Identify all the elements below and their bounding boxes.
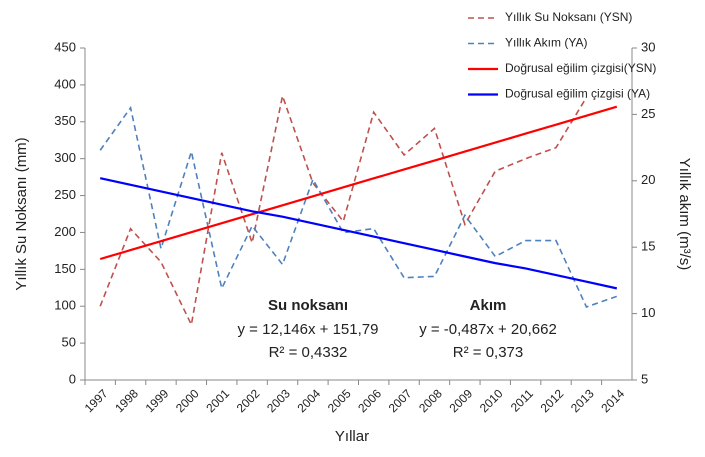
x-tick-label: 2004 [294, 386, 323, 415]
y2-tick-label: 20 [641, 172, 655, 187]
y-tick-label: 250 [54, 187, 76, 202]
y2-tick-label: 15 [641, 239, 655, 254]
annotation: y = 12,146x + 151,79 [238, 321, 379, 338]
y2-tick-label: 25 [641, 106, 655, 121]
legend-label: Yıllık Su Noksanı (YSN) [505, 10, 632, 24]
x-tick-label: 2011 [508, 386, 536, 414]
x-tick-label: 1998 [112, 386, 141, 415]
y-tick-label: 300 [54, 150, 76, 165]
y-tick-label: 150 [54, 261, 76, 276]
x-tick-label: 1997 [82, 386, 111, 415]
y2-tick-label: 10 [641, 305, 655, 320]
y-tick-label: 200 [54, 224, 76, 239]
legend-label: Yıllık Akım (YA) [505, 36, 587, 50]
x-tick-label: 2001 [203, 386, 232, 415]
y-tick-label: 400 [54, 76, 76, 91]
y2-axis-title: Yıllık akım (m³/s) [676, 158, 693, 271]
annotation: y = -0,487x + 20,662 [419, 321, 557, 338]
y-tick-label: 0 [69, 371, 76, 386]
series-line [99, 177, 618, 290]
x-tick-label: 1999 [143, 386, 172, 415]
y-tick-label: 50 [62, 335, 76, 350]
series-line [99, 105, 618, 308]
y2-tick-label: 5 [641, 371, 648, 386]
y-tick-label: 450 [54, 39, 76, 54]
x-tick-label: 2003 [264, 386, 293, 415]
legend-label: Doğrusal eğilim çizgisi(YSN) [505, 61, 656, 75]
y-axis-title: Yıllık Su Noksanı (mm) [13, 137, 30, 290]
y-tick-label: 100 [54, 298, 76, 313]
x-tick-label: 2014 [598, 386, 627, 415]
x-tick-label: 2013 [568, 386, 597, 415]
y2-tick-label: 30 [641, 39, 655, 54]
x-tick-label: 2012 [538, 386, 567, 415]
annotation: Su noksanı [268, 297, 348, 314]
x-tick-label: 2007 [386, 386, 415, 415]
annotation: R² = 0,373 [453, 344, 523, 361]
x-tick-label: 2005 [325, 386, 354, 415]
x-tick-label: 2010 [477, 386, 506, 415]
x-tick-label: 2000 [173, 386, 202, 415]
annotation: Akım [470, 297, 507, 314]
legend-label: Doğrusal eğilim çizgisi (YA) [505, 87, 650, 101]
y-tick-label: 350 [54, 113, 76, 128]
series-line [99, 92, 588, 328]
x-axis-title: Yıllar [335, 428, 369, 445]
x-tick-label: 2002 [234, 386, 263, 415]
series-line [99, 105, 618, 261]
x-tick-label: 2006 [355, 386, 384, 415]
x-tick-label: 2008 [416, 386, 445, 415]
annotation: R² = 0,4332 [269, 344, 348, 361]
x-tick-label: 2009 [446, 386, 475, 415]
